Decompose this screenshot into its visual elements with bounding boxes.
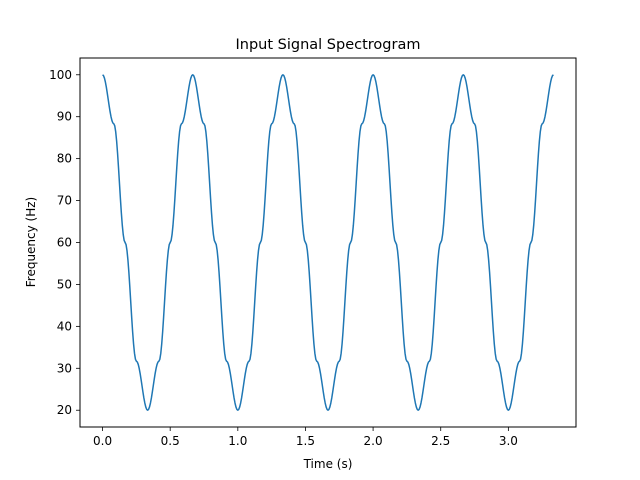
y-tick-label: 80: [57, 152, 72, 166]
x-tick-label: 1.5: [296, 434, 315, 448]
x-tick-label: 1.0: [228, 434, 247, 448]
x-tick-label: 3.0: [499, 434, 518, 448]
y-tick-label: 70: [57, 194, 72, 208]
x-tick-label: 2.5: [431, 434, 450, 448]
y-tick-label: 30: [57, 361, 72, 375]
y-tick-label: 50: [57, 277, 72, 291]
plot-area: [102, 74, 554, 411]
y-axis: 20 30 40 50 60 70 80 90 100: [49, 68, 80, 417]
x-axis-label: Time (s): [303, 457, 353, 471]
series-line-0: [102, 74, 554, 411]
x-tick-label: 2.0: [364, 434, 383, 448]
y-tick-label: 100: [49, 68, 72, 82]
x-axis: 0.0 0.5 1.0 1.5 2.0 2.5 3.0: [93, 427, 518, 448]
x-tick-label: 0.0: [93, 434, 112, 448]
y-tick-label: 90: [57, 110, 72, 124]
y-axis-label: Frequency (Hz): [24, 197, 38, 288]
x-tick-label: 0.5: [161, 434, 180, 448]
chart-title: Input Signal Spectrogram: [236, 37, 421, 53]
y-tick-label: 60: [57, 236, 72, 250]
y-tick-label: 20: [57, 403, 72, 417]
y-tick-label: 40: [57, 319, 72, 333]
